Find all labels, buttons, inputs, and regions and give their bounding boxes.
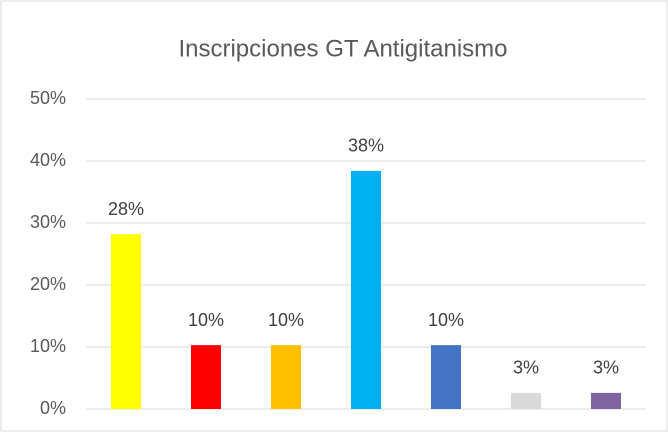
bar xyxy=(431,345,461,409)
data-label: 28% xyxy=(108,199,144,219)
data-label: 3% xyxy=(513,358,539,378)
bar xyxy=(511,392,541,409)
data-label: 38% xyxy=(348,136,384,156)
y-tick-label: 10% xyxy=(30,336,66,356)
data-label: 10% xyxy=(428,310,464,330)
y-tick-label: 30% xyxy=(30,212,66,232)
bar xyxy=(271,345,301,409)
bar xyxy=(351,170,381,409)
data-label: 3% xyxy=(593,358,619,378)
y-tick-label: 50% xyxy=(30,88,66,108)
y-tick-label: 40% xyxy=(30,150,66,170)
data-label: 10% xyxy=(268,310,304,330)
y-tick-label: 20% xyxy=(30,274,66,294)
bar xyxy=(111,234,141,409)
chart-title: Inscripciones GT Antigitanismo xyxy=(178,35,507,62)
bar xyxy=(591,392,621,409)
y-tick-label: 0% xyxy=(40,398,66,418)
bar xyxy=(191,345,221,409)
data-label: 10% xyxy=(188,310,224,330)
